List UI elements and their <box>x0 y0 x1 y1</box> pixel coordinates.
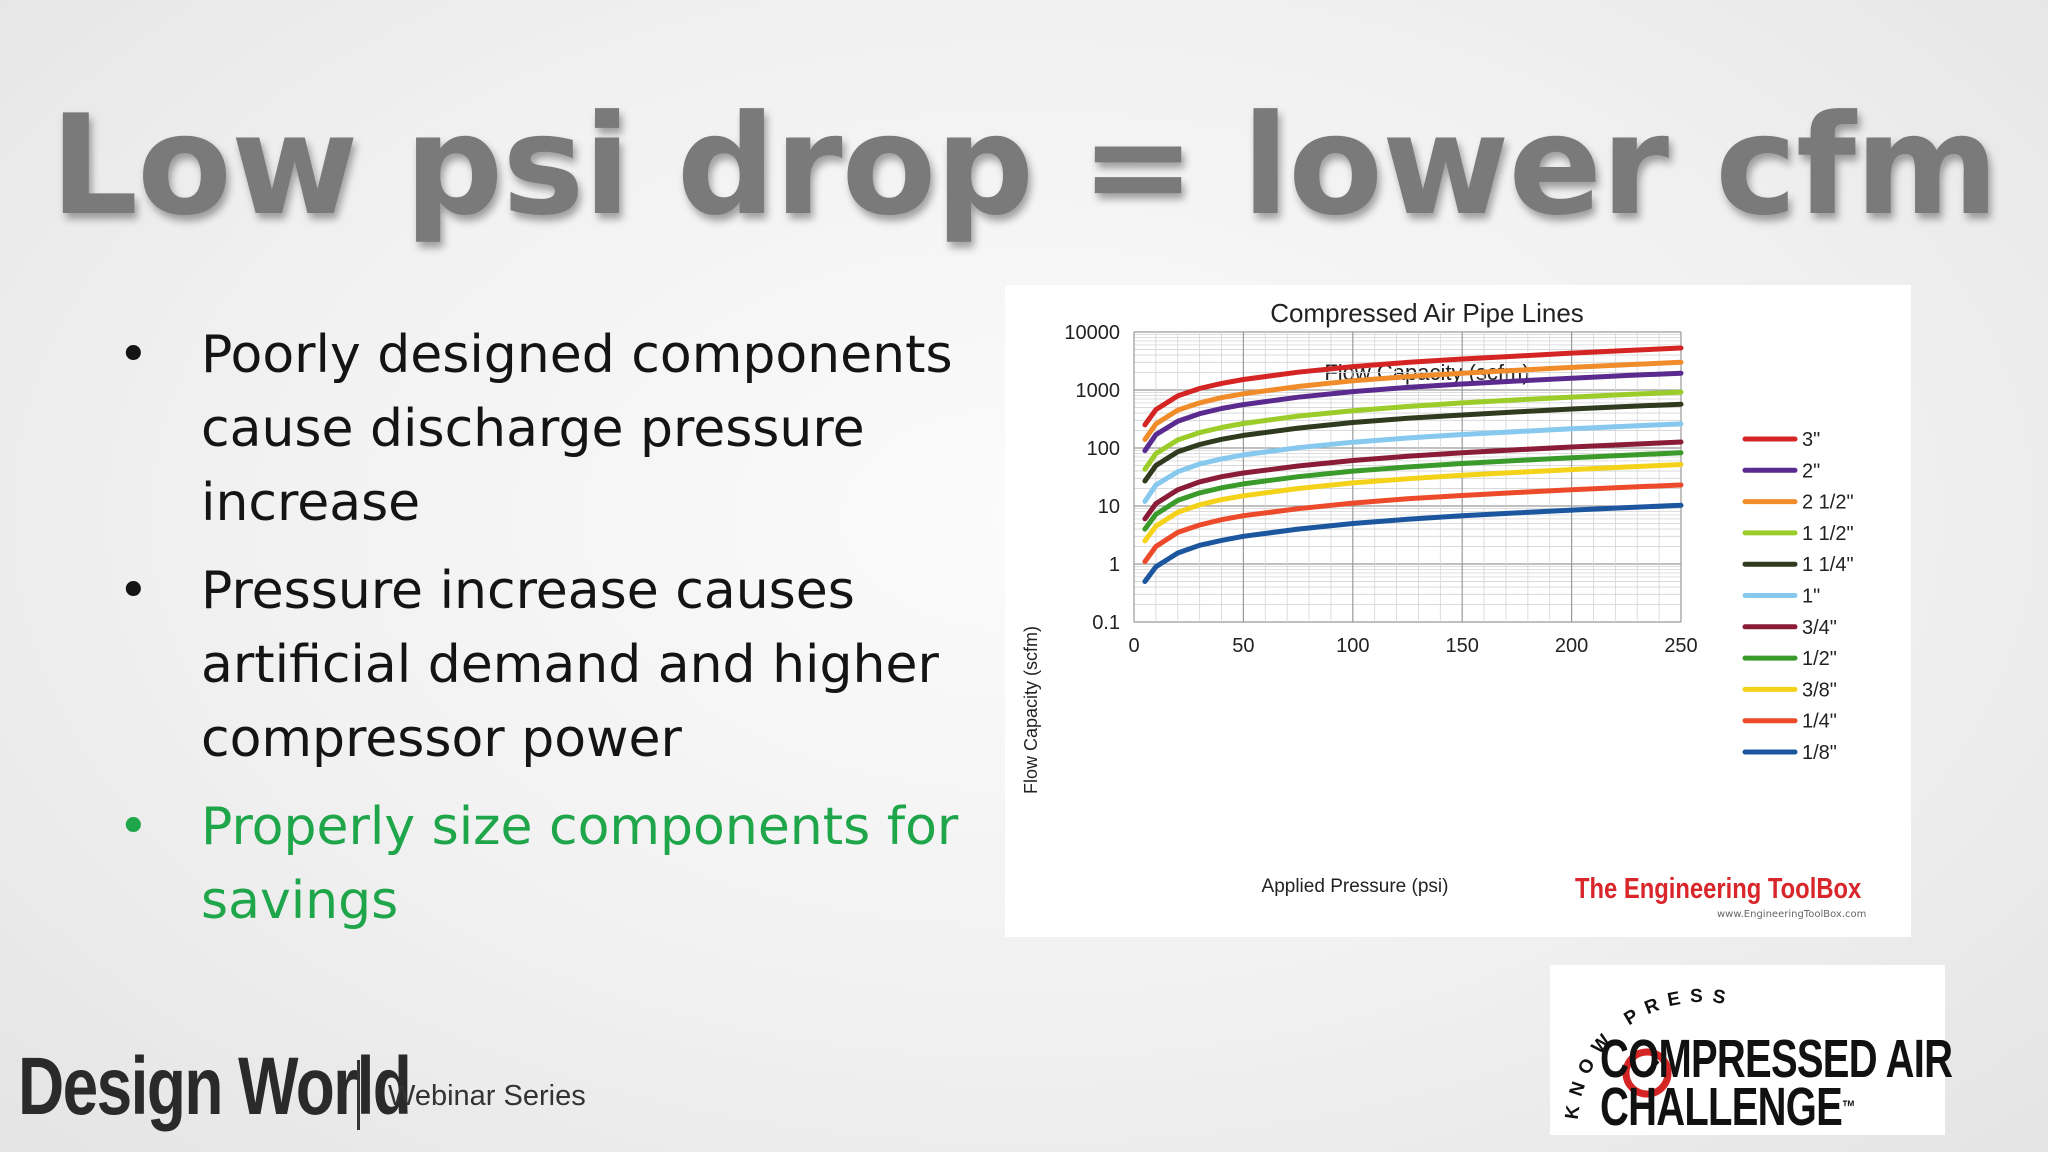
x-tick-label: 50 <box>1232 635 1254 657</box>
series-line <box>1142 359 1684 442</box>
webinar-series-label: Webinar Series <box>388 1080 586 1112</box>
logo-line-1: COMPRESSED AIR <box>1600 1029 1953 1089</box>
series-line <box>1142 450 1684 532</box>
flow-capacity-chart: Compressed Air Pipe Lines Flow Capacity … <box>1021 298 1854 897</box>
series-line <box>1142 482 1684 565</box>
design-world-logo: Design World <box>18 1041 412 1132</box>
x-tick-label: 0 <box>1128 635 1139 657</box>
legend-label: 3" <box>1802 429 1820 451</box>
slide-title: Low psi drop = lower cfm <box>50 85 1999 246</box>
legend-label: 1/2" <box>1802 648 1837 670</box>
series-line <box>1142 370 1684 454</box>
x-tick-label: 250 <box>1664 635 1697 657</box>
chart-legend: 3" 2" 2 1/2" 1 1/2" 1 1/4" 1" 3/4" 1/2" 3/8" 1/4"… <box>1742 429 1854 764</box>
gauge-icon <box>1622 1048 1672 1098</box>
series-line <box>1142 421 1684 504</box>
series-line <box>1142 345 1684 428</box>
series-line <box>1142 389 1684 472</box>
legend-label: 2 1/2" <box>1802 492 1854 514</box>
bullet-item: • Poorly designed components cause discha… <box>118 318 978 540</box>
legend-label: 1 1/4" <box>1802 554 1854 576</box>
legend-label: 1/4" <box>1802 711 1837 733</box>
bullet-marker: • <box>118 797 149 857</box>
chart-title: Compressed Air Pipe Lines <box>1270 298 1584 328</box>
chart-tick-labels: 0 50 100 150 200 250 0.1 1 10 100 1000 10000 <box>1064 322 1697 657</box>
gauge-needle-icon <box>1645 1059 1660 1075</box>
engineering-toolbox-url: www.EngineeringToolBox.com <box>1717 909 1867 920</box>
legend-label: 1" <box>1802 586 1820 608</box>
legend-label: 1/8" <box>1802 742 1837 764</box>
series-line <box>1142 439 1684 522</box>
x-tick-label: 100 <box>1336 635 1369 657</box>
bullet-item-highlight: • Properly size components for savings <box>118 790 978 938</box>
y-tick-label: 1 <box>1109 554 1120 576</box>
series-line <box>1142 462 1684 544</box>
y-tick-label: 10 <box>1098 496 1120 518</box>
y-tick-label: 10000 <box>1064 322 1120 344</box>
chart-series-lines <box>1142 345 1684 584</box>
know-pressure-arc: KNOW PRESSURE <box>1550 965 1727 1121</box>
legend-label: 2" <box>1802 460 1820 482</box>
y-axis-label: Flow Capacity (scfm) <box>1021 626 1041 794</box>
y-tick-label: 100 <box>1087 438 1120 460</box>
x-tick-label: 150 <box>1446 635 1479 657</box>
y-tick-label: 1000 <box>1076 380 1121 402</box>
series-line <box>1142 502 1684 584</box>
y-tick-label: 0.1 <box>1092 612 1120 634</box>
bullet-text: Pressure increase causes artificial dema… <box>201 561 939 769</box>
bullet-text: Properly size components for savings <box>201 797 959 931</box>
engineering-toolbox-credit: The Engineering ToolBox <box>1575 873 1862 905</box>
legend-label: 3/8" <box>1802 679 1837 701</box>
bullet-list: • Poorly designed components cause discha… <box>118 318 978 952</box>
compressed-air-challenge-logo: KNOW PRESSURE COMPRESSED AIR CHALLENGE™ <box>1550 965 1953 1135</box>
logo-wordmark: COMPRESSED AIR CHALLENGE™ <box>1600 1032 1953 1134</box>
bullet-text: Poorly designed components cause dischar… <box>201 325 953 533</box>
bullet-marker: • <box>118 325 149 385</box>
x-tick-label: 200 <box>1555 635 1588 657</box>
bullet-marker: • <box>118 561 149 621</box>
chart-panel: Compressed Air Pipe Lines Flow Capacity … <box>1005 285 1911 937</box>
bullet-item: • Pressure increase causes artificial dem… <box>118 554 978 776</box>
series-line <box>1142 401 1684 484</box>
logo-trademark: ™ <box>1841 1097 1855 1117</box>
legend-label: 3/4" <box>1802 617 1837 639</box>
x-axis-label: Applied Pressure (psi) <box>1262 876 1449 897</box>
footer-divider <box>357 1060 360 1130</box>
legend-label: 1 1/2" <box>1802 523 1854 545</box>
logo-line-2: CHALLENGE <box>1600 1077 1843 1137</box>
